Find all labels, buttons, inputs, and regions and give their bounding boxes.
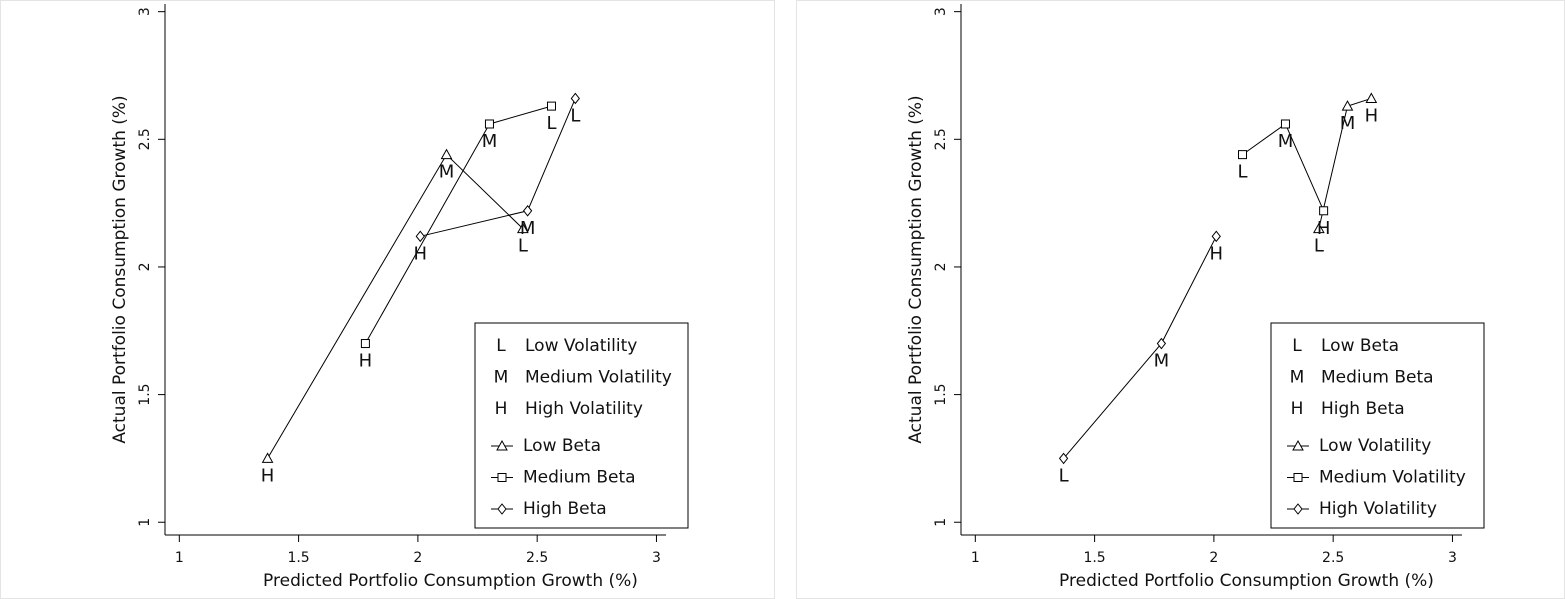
marker <box>1319 206 1329 216</box>
point-label: M <box>439 162 455 183</box>
legend-letter: H <box>495 399 508 419</box>
legend-marker <box>1292 439 1304 451</box>
point-label: M <box>482 131 498 152</box>
point-label: H <box>359 351 373 372</box>
point-label: L <box>570 105 580 126</box>
point-label: L <box>518 236 528 257</box>
point-label: L <box>1237 162 1247 183</box>
y-axis-title: Actual Portfolio Consumption Growth (%) <box>110 95 130 443</box>
marker <box>1341 100 1354 111</box>
point-label: H <box>413 243 427 264</box>
y-tick-label: 2.5 <box>137 128 153 150</box>
legend-marker <box>497 473 507 482</box>
legend-label: Low Volatility <box>1319 436 1431 456</box>
legend-label: Medium Beta <box>523 468 636 488</box>
x-tick-label: 2 <box>413 550 422 566</box>
x-axis-title: Predicted Portfolio Consumption Growth (… <box>1059 571 1434 591</box>
point-label: H <box>261 465 275 486</box>
series-line <box>1063 236 1217 459</box>
marker <box>484 119 494 129</box>
point-label: L <box>1059 465 1069 486</box>
point-label: M <box>1340 113 1356 134</box>
legend-letter: H <box>1291 399 1304 419</box>
legend-letter: L <box>1292 336 1302 356</box>
legend-text: High Volatility <box>525 399 643 419</box>
legend-text: High Beta <box>1321 399 1405 419</box>
legend-letter: L <box>496 336 506 356</box>
y-tick-label: 1 <box>933 518 949 527</box>
legend-label: High Volatility <box>1319 499 1437 519</box>
y-tick-label: 2 <box>137 262 153 271</box>
marker <box>546 101 556 111</box>
x-tick-label: 1 <box>175 550 184 566</box>
point-label: H <box>1209 243 1223 264</box>
point-label: H <box>1365 105 1379 126</box>
legend-label: High Beta <box>523 499 607 519</box>
x-tick-label: 2 <box>1209 550 1218 566</box>
legend-text: Medium Volatility <box>525 368 672 388</box>
x-tick-label: 3 <box>1448 550 1457 566</box>
y-tick-label: 3 <box>933 7 949 16</box>
x-tick-label: 3 <box>652 550 661 566</box>
marker <box>1058 452 1069 465</box>
x-tick-label: 1.5 <box>1083 550 1105 566</box>
marker <box>1238 150 1248 160</box>
x-tick-label: 2.5 <box>526 550 548 566</box>
marker <box>517 222 529 234</box>
point-label: M <box>1154 351 1170 372</box>
y-tick-label: 2 <box>933 262 949 271</box>
y-tick-label: 2.5 <box>933 128 949 150</box>
point-label: L <box>1314 236 1324 257</box>
y-axis-title: Actual Portfolio Consumption Growth (%) <box>906 95 926 443</box>
x-tick-label: 2.5 <box>1322 550 1344 566</box>
chart: 1 1.5 2 2.5 3 1 1.5 2 2.5 3 Predicted Portfolio Co… <box>0 0 775 599</box>
legend-text: Low Volatility <box>525 336 637 356</box>
legend-text: Low Beta <box>1321 336 1399 356</box>
legend-label: Medium Volatility <box>1319 468 1466 488</box>
marker <box>261 452 274 463</box>
y-tick-label: 1.5 <box>137 383 153 405</box>
marker <box>1156 337 1167 350</box>
marker <box>1211 230 1221 243</box>
point-label: M <box>520 218 536 239</box>
legend-marker <box>1293 503 1303 515</box>
y-tick-label: 3 <box>137 7 153 16</box>
marker <box>522 204 533 217</box>
legend-letter: M <box>1290 368 1305 388</box>
legend-box <box>474 322 689 529</box>
point-label: M <box>1278 131 1294 152</box>
marker <box>570 92 580 105</box>
marker <box>440 148 453 160</box>
marker <box>1313 222 1325 234</box>
marker <box>360 339 370 349</box>
legend-marker <box>1293 473 1303 482</box>
x-tick-label: 1 <box>971 550 980 566</box>
legend-marker <box>496 439 508 451</box>
point-label: H <box>1317 218 1331 239</box>
chart: 1 1.5 2 2.5 3 1 1.5 2 2.5 3 Predicted Portfolio Co… <box>796 0 1565 599</box>
legend-text: Medium Beta <box>1321 368 1434 388</box>
x-tick-label: 1.5 <box>287 550 309 566</box>
legend-box <box>1270 322 1485 529</box>
point-label: L <box>546 113 556 134</box>
y-tick-label: 1 <box>137 518 153 527</box>
legend-marker <box>497 503 507 515</box>
marker <box>415 230 425 243</box>
y-tick-label: 1.5 <box>933 383 949 405</box>
legend-label: Low Beta <box>523 436 601 456</box>
marker <box>1365 92 1378 103</box>
x-axis-title: Predicted Portfolio Consumption Growth (… <box>263 571 638 591</box>
legend-letter: M <box>494 368 509 388</box>
marker <box>1280 119 1290 129</box>
